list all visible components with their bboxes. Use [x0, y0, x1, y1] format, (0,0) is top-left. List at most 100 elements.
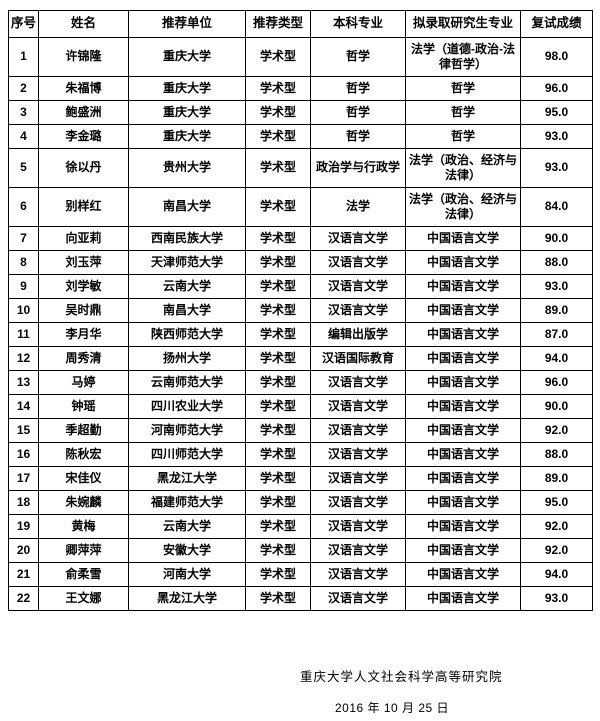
table-cell-ugmajor: 汉语国际教育 — [310, 345, 406, 371]
table-cell-grmajor: 中国语言文学 — [405, 465, 521, 491]
table-cell-index: 10 — [8, 297, 39, 323]
table-cell-type: 学术型 — [245, 225, 311, 251]
table-cell-index: 16 — [8, 441, 39, 467]
table-cell-ugmajor: 哲学 — [310, 75, 406, 101]
table-cell-ugmajor: 汉语言文学 — [310, 489, 406, 515]
table-cell-unit: 南昌大学 — [128, 186, 246, 227]
table-header: 序号 姓名 推荐单位 推荐类型 本科专业 拟录取研究生专业 复试成绩 — [8, 10, 593, 38]
table-body: 1 许锦隆 重庆大学 学术型 哲学 法学（道德-政治-法律哲学） 98.0 2 朱福博 重庆大学学… — [8, 36, 593, 611]
table-row: 3 鲍盛洲 重庆大学 学术型 哲学 哲学 95.0 — [8, 99, 593, 125]
table-cell-name: 朱福博 — [38, 75, 129, 101]
table-cell-type: 学术型 — [245, 489, 311, 515]
table-cell-type: 学术型 — [245, 369, 311, 395]
column-header-name: 姓名 — [38, 10, 129, 38]
table-row: 2 朱福博 重庆大学 学术型 哲学 哲学 96.0 — [8, 75, 593, 101]
table-cell-score: 95.0 — [520, 99, 593, 125]
admission-roster-table: 序号 姓名 推荐单位 推荐类型 本科专业 拟录取研究生专业 复试成绩 1 许锦隆 重庆大学 学术型… — [8, 10, 593, 611]
table-cell-unit: 南昌大学 — [128, 297, 246, 323]
table-row: 12 周秀清 扬州大学 学术型 汉语国际教育 中国语言文学 94.0 — [8, 345, 593, 371]
table-cell-type: 学术型 — [245, 99, 311, 125]
table-cell-type: 学术型 — [245, 36, 311, 77]
table-cell-name: 向亚莉 — [38, 225, 129, 251]
table-cell-index: 14 — [8, 393, 39, 419]
table-cell-score: 94.0 — [520, 561, 593, 587]
table-cell-ugmajor: 汉语言文学 — [310, 369, 406, 395]
table-cell-unit: 河南师范大学 — [128, 417, 246, 443]
table-cell-type: 学术型 — [245, 345, 311, 371]
table-cell-unit: 天津师范大学 — [128, 249, 246, 275]
table-cell-score: 92.0 — [520, 513, 593, 539]
table-row: 10 吴时鼎 南昌大学 学术型 汉语言文学 中国语言文学 89.0 — [8, 297, 593, 323]
table-cell-grmajor: 中国语言文学 — [405, 345, 521, 371]
table-cell-score: 96.0 — [520, 369, 593, 395]
table-cell-index: 2 — [8, 75, 39, 101]
table-cell-score: 92.0 — [520, 537, 593, 563]
table-cell-score: 94.0 — [520, 345, 593, 371]
table-cell-index: 5 — [8, 147, 39, 188]
table-cell-grmajor: 法学（政治、经济与法律） — [405, 186, 521, 227]
table-cell-type: 学术型 — [245, 147, 311, 188]
table-cell-type: 学术型 — [245, 393, 311, 419]
table-cell-index: 20 — [8, 537, 39, 563]
table-cell-score: 96.0 — [520, 75, 593, 101]
table-cell-unit: 四川农业大学 — [128, 393, 246, 419]
table-cell-type: 学术型 — [245, 123, 311, 149]
table-cell-name: 别样红 — [38, 186, 129, 227]
table-row: 18 朱婉麟 福建师范大学 学术型 汉语言文学 中国语言文学 95.0 — [8, 489, 593, 515]
table-cell-name: 朱婉麟 — [38, 489, 129, 515]
table-cell-type: 学术型 — [245, 249, 311, 275]
table-cell-ugmajor: 汉语言文学 — [310, 513, 406, 539]
table-cell-grmajor: 中国语言文学 — [405, 513, 521, 539]
table-cell-type: 学术型 — [245, 75, 311, 101]
table-cell-index: 1 — [8, 36, 39, 77]
column-header-ugmajor: 本科专业 — [310, 10, 406, 38]
table-cell-index: 13 — [8, 369, 39, 395]
table-cell-unit: 贵州大学 — [128, 147, 246, 188]
table-cell-grmajor: 中国语言文学 — [405, 249, 521, 275]
table-cell-grmajor: 法学（道德-政治-法律哲学） — [405, 36, 521, 77]
table-cell-index: 21 — [8, 561, 39, 587]
table-cell-type: 学术型 — [245, 297, 311, 323]
table-cell-grmajor: 中国语言文学 — [405, 225, 521, 251]
table-cell-name: 刘玉萍 — [38, 249, 129, 275]
table-cell-type: 学术型 — [245, 186, 311, 227]
column-header-score: 复试成绩 — [520, 10, 593, 38]
table-cell-score: 95.0 — [520, 489, 593, 515]
table-cell-unit: 河南大学 — [128, 561, 246, 587]
table-row: 8 刘玉萍 天津师范大学 学术型 汉语言文学 中国语言文学 88.0 — [8, 249, 593, 275]
table-cell-name: 鲍盛洲 — [38, 99, 129, 125]
table-cell-score: 88.0 — [520, 249, 593, 275]
table-cell-index: 15 — [8, 417, 39, 443]
table-cell-name: 徐以丹 — [38, 147, 129, 188]
table-cell-unit: 黑龙江大学 — [128, 465, 246, 491]
table-cell-score: 89.0 — [520, 297, 593, 323]
table-cell-ugmajor: 汉语言文学 — [310, 225, 406, 251]
table-cell-unit: 重庆大学 — [128, 99, 246, 125]
table-cell-unit: 安徽大学 — [128, 537, 246, 563]
table-cell-ugmajor: 汉语言文学 — [310, 249, 406, 275]
table-cell-index: 9 — [8, 273, 39, 299]
table-cell-index: 12 — [8, 345, 39, 371]
table-cell-name: 李金璐 — [38, 123, 129, 149]
table-row: 16 陈秋宏 四川师范大学 学术型 汉语言文学 中国语言文学 88.0 — [8, 441, 593, 467]
table-cell-name: 卿萍萍 — [38, 537, 129, 563]
table-cell-index: 3 — [8, 99, 39, 125]
table-row: 7 向亚莉 西南民族大学 学术型 汉语言文学 中国语言文学 90.0 — [8, 225, 593, 251]
table-cell-type: 学术型 — [245, 273, 311, 299]
table-cell-score: 93.0 — [520, 585, 593, 611]
table-row: 21 俞柔雪 河南大学 学术型 汉语言文学 中国语言文学 94.0 — [8, 561, 593, 587]
table-cell-unit: 重庆大学 — [128, 36, 246, 77]
table-cell-score: 93.0 — [520, 123, 593, 149]
table-cell-type: 学术型 — [245, 513, 311, 539]
column-header-index: 序号 — [8, 10, 39, 38]
table-cell-name: 黄梅 — [38, 513, 129, 539]
column-header-grmajor: 拟录取研究生专业 — [405, 10, 521, 38]
table-cell-unit: 云南大学 — [128, 273, 246, 299]
table-row: 11 李月华 陕西师范大学 学术型 编辑出版学 中国语言文学 87.0 — [8, 321, 593, 347]
table-cell-name: 季超勤 — [38, 417, 129, 443]
table-row: 15 季超勤 河南师范大学 学术型 汉语言文学 中国语言文学 92.0 — [8, 417, 593, 443]
table-cell-grmajor: 中国语言文学 — [405, 321, 521, 347]
table-cell-index: 17 — [8, 465, 39, 491]
table-cell-grmajor: 中国语言文学 — [405, 369, 521, 395]
table-cell-grmajor: 中国语言文学 — [405, 297, 521, 323]
